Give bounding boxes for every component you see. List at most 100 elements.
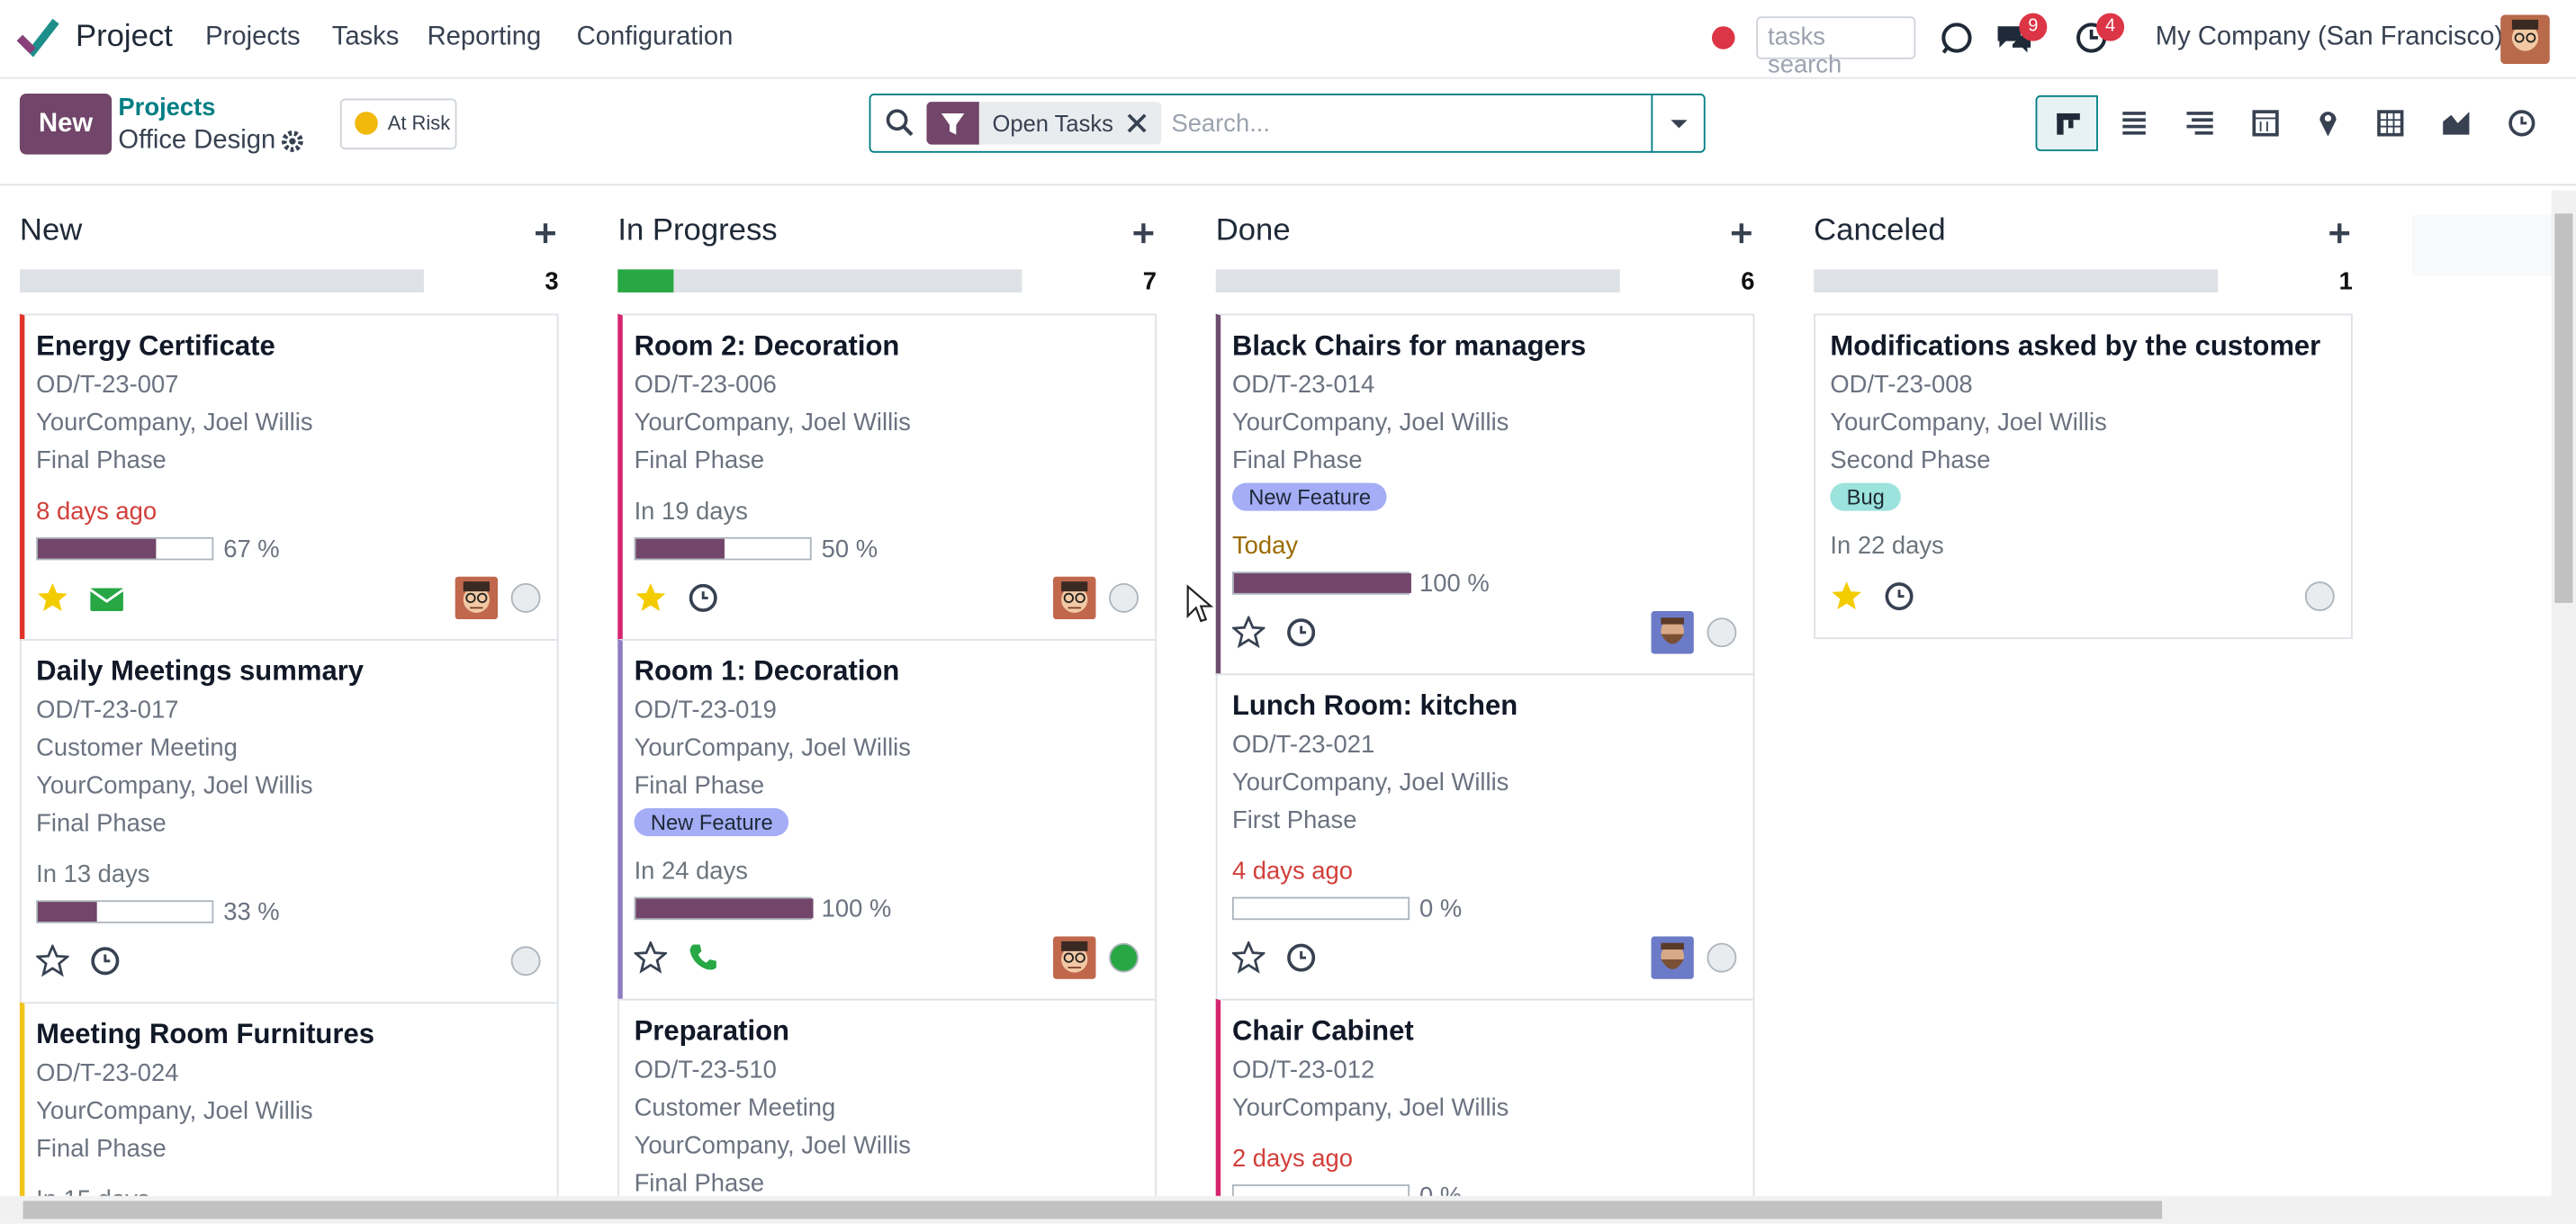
card-ref: OD/T-23-019 [634, 696, 777, 724]
activity-clock[interactable] [1883, 580, 1919, 613]
kanban-state[interactable] [1707, 942, 1737, 973]
messages-badge: 9 [2019, 13, 2048, 41]
column-quick-create[interactable] [2327, 220, 2353, 247]
kanban-state[interactable] [1109, 942, 1139, 973]
deadline: In 24 days [634, 857, 748, 886]
app-name[interactable]: Project [75, 19, 173, 55]
task-card[interactable]: Daily Meetings summary OD/T-23-017 Custome… [19, 639, 559, 1004]
activity-clock[interactable] [1284, 941, 1320, 975]
priority-star[interactable] [1231, 940, 1265, 975]
card-line: Final Phase [634, 446, 765, 475]
priority-star[interactable] [1830, 580, 1863, 613]
settings-gear[interactable] [281, 130, 304, 153]
priority-star[interactable] [36, 944, 69, 978]
kanban-state[interactable] [1707, 617, 1737, 648]
task-card[interactable]: Black Chairs for managers OD/T-23-014 Your… [1215, 313, 1755, 676]
task-card[interactable]: Lunch Room: kitchen OD/T-23-021 YourCompan… [1215, 673, 1755, 1001]
deadline: 2 days ago [1231, 1145, 1353, 1174]
task-card[interactable]: Meeting Room Furnitures OD/T-23-024 YourCo… [19, 1002, 559, 1196]
menu-item[interactable]: Configuration [576, 22, 734, 51]
priority-star[interactable] [36, 581, 69, 615]
task-card[interactable]: Room 2: Decoration OD/T-23-006 YourCompany… [617, 313, 1157, 641]
activity-clock[interactable] [1284, 616, 1320, 649]
priority-star[interactable] [1231, 616, 1265, 649]
add-column-area[interactable] [2411, 215, 2557, 276]
card-ref: OD/T-23-014 [1231, 371, 1375, 400]
card-title: Meeting Room Furnitures [36, 1018, 374, 1050]
deadline: In 22 days [1830, 532, 1944, 561]
menu-item[interactable]: Projects [205, 22, 301, 51]
task-card[interactable]: Energy Certificate OD/T-23-007 YourCompany… [19, 313, 559, 641]
view-map[interactable] [2297, 95, 2359, 151]
column-quick-create[interactable] [1130, 220, 1157, 247]
view-pivot[interactable] [2359, 95, 2421, 151]
vertical-scrollbar[interactable] [2551, 190, 2576, 1196]
priority-star[interactable] [634, 940, 668, 975]
company-switcher[interactable]: My Company (San Francisco) [2155, 22, 2504, 51]
tag: New Feature [634, 808, 789, 837]
task-card[interactable]: Room 1: Decoration OD/T-23-019 YourCompany… [617, 639, 1157, 1001]
menu-item[interactable]: Tasks [331, 22, 400, 51]
menu-item[interactable]: Reporting [427, 22, 542, 51]
view-graph[interactable] [2425, 95, 2487, 151]
task-card[interactable]: Modifications asked by the customer OD/T-… [1814, 313, 2353, 640]
kanban-state[interactable] [510, 946, 541, 976]
activity-phone[interactable] [687, 941, 723, 975]
card-line: Final Phase [634, 1169, 765, 1196]
app-logo[interactable] [16, 18, 59, 58]
assignee-avatar[interactable] [1053, 576, 1096, 620]
card-title: Lunch Room: kitchen [1231, 689, 1518, 722]
status-button[interactable]: At Risk [339, 98, 457, 150]
discuss-icon[interactable] [1939, 20, 1975, 56]
card-line: Second Phase [1830, 446, 1991, 475]
horizontal-scrollbar[interactable] [0, 1195, 2576, 1224]
card-line: YourCompany, Joel Willis [36, 1097, 313, 1126]
breadcrumb-link[interactable]: Projects [118, 94, 216, 122]
search-dropdown[interactable] [1651, 94, 1707, 153]
card-footer [36, 572, 541, 624]
view-gantt[interactable] [2168, 95, 2230, 151]
assignee-avatar[interactable] [1651, 936, 1694, 979]
progress: 100 % [1231, 565, 1736, 601]
card-line: YourCompany, Joel Willis [1231, 409, 1509, 437]
column-count: 7 [1142, 267, 1157, 296]
search-input[interactable]: Search... [1171, 110, 1271, 139]
task-card[interactable]: Chair Cabinet OD/T-23-012 YourCompany, Joe… [1215, 998, 1755, 1196]
view-list[interactable] [2103, 95, 2165, 151]
activity-clock[interactable] [89, 945, 125, 978]
column-quick-create[interactable] [532, 220, 558, 247]
view-kanban[interactable] [2035, 94, 2098, 151]
new-button[interactable]: New [19, 94, 113, 155]
priority-star[interactable] [635, 581, 668, 615]
view-activity[interactable] [2490, 95, 2553, 151]
kanban-state[interactable] [1109, 582, 1139, 613]
deadline: In 15 days [36, 1183, 540, 1196]
card-line: Final Phase [1231, 446, 1363, 475]
card-line: YourCompany, Joel Willis [1830, 409, 2107, 437]
assignee-avatar[interactable] [455, 576, 499, 620]
assignee-avatar[interactable] [1651, 611, 1694, 654]
kanban-state[interactable] [2304, 581, 2335, 612]
column-quick-create[interactable] [1728, 220, 1754, 247]
kanban-column: In Progress 7 Room 2: Decoration OD/T-23-00… [617, 185, 1157, 1196]
card-ref: OD/T-23-007 [36, 371, 179, 400]
card-line: YourCompany, Joel Willis [634, 1131, 911, 1160]
card-ref: OD/T-23-024 [36, 1059, 179, 1088]
progress-bar [36, 536, 214, 561]
tag-row: New Feature [1231, 480, 1736, 514]
user-avatar[interactable] [2500, 14, 2550, 65]
kanban-state[interactable] [510, 582, 541, 613]
record-dot[interactable] [1711, 26, 1735, 50]
assignee-avatar[interactable] [1053, 936, 1096, 979]
activity-mail[interactable] [89, 581, 125, 615]
column-progress-segment [617, 269, 674, 292]
tasks-search[interactable]: tasks search [1756, 16, 1916, 79]
card-ref: OD/T-23-510 [634, 1056, 777, 1084]
progress-bar [1231, 572, 1411, 595]
task-card[interactable]: Preparation OD/T-23-510 Customer Meeting Yo… [617, 998, 1157, 1196]
facet-remove[interactable] [1125, 112, 1148, 135]
activity-clock[interactable] [687, 581, 723, 615]
breadcrumb-current: Office Design [118, 126, 276, 155]
view-calendar[interactable] [2234, 95, 2296, 151]
search-bar [869, 94, 1706, 153]
